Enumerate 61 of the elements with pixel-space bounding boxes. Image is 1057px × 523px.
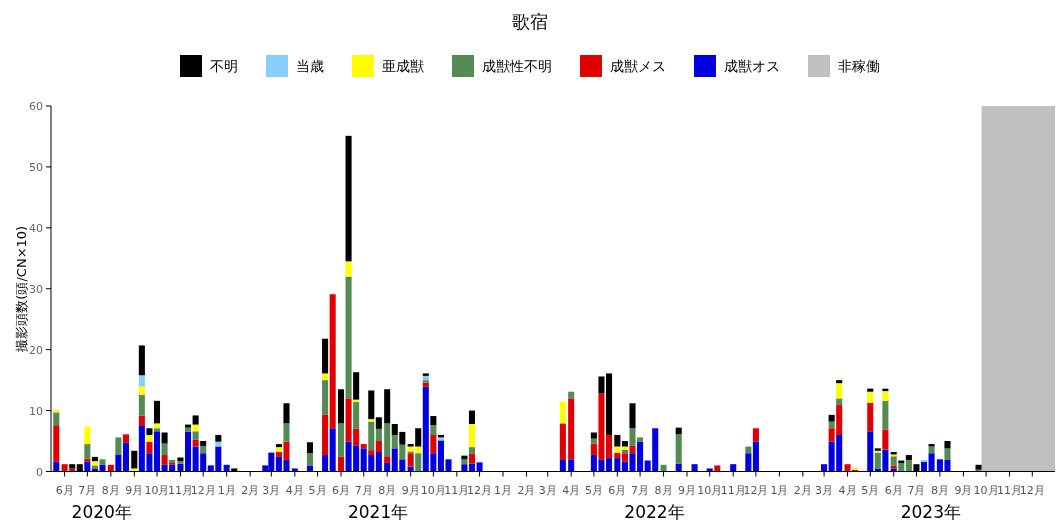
x-tick-label: 9月 bbox=[678, 483, 697, 497]
x-tick-label: 10月 bbox=[697, 483, 723, 497]
y-tick-label: 50 bbox=[29, 160, 43, 174]
x-tick-label: 8月 bbox=[101, 483, 120, 497]
x-tick-label: 8月 bbox=[930, 483, 949, 497]
legend-label: 非稼働 bbox=[838, 58, 880, 74]
x-tick-label: 12月 bbox=[190, 483, 216, 497]
x-tick-label: 6月 bbox=[884, 483, 903, 497]
y-tick-label: 20 bbox=[29, 343, 43, 357]
legend-label: 亜成獣 bbox=[382, 58, 424, 74]
x-tick-label: 2月 bbox=[793, 483, 812, 497]
text: 2020年 bbox=[71, 501, 132, 522]
x-tick-label: 7月 bbox=[907, 483, 926, 497]
x-tick-label: 5月 bbox=[584, 483, 603, 497]
x-tick-label: 9月 bbox=[125, 483, 144, 497]
x-tick-label: 3月 bbox=[538, 483, 557, 497]
x-tick-label: 11月 bbox=[167, 483, 193, 497]
legend-label: 成獣性不明 bbox=[482, 58, 552, 74]
x-tick-label: 7月 bbox=[78, 483, 97, 497]
y-tick-label: 0 bbox=[36, 465, 43, 479]
y-tick-label: 40 bbox=[29, 221, 43, 235]
x-tick-label: 3月 bbox=[262, 483, 281, 497]
chart-title: 歌宿 bbox=[512, 11, 548, 32]
text: 2022年 bbox=[624, 501, 685, 522]
x-tick-label: 9月 bbox=[401, 483, 420, 497]
legend-label: 不明 bbox=[210, 58, 238, 74]
x-tick-label: 4月 bbox=[562, 483, 581, 497]
x-tick-label: 1月 bbox=[494, 483, 513, 497]
x-tick-label: 12月 bbox=[1019, 483, 1045, 497]
text: 2021年 bbox=[347, 501, 409, 522]
x-tick-label: 11月 bbox=[720, 483, 746, 497]
x-tick-label: 12月 bbox=[743, 483, 769, 497]
y-tick-label: 30 bbox=[29, 282, 43, 296]
y-tick-label: 10 bbox=[29, 404, 43, 418]
x-tick-label: 2月 bbox=[517, 483, 536, 497]
x-tick-label: 1月 bbox=[217, 483, 236, 497]
x-tick-label: 8月 bbox=[378, 483, 397, 497]
x-tick-label: 5月 bbox=[308, 483, 327, 497]
x-tick-label: 6月 bbox=[331, 483, 350, 497]
legend-label: 当歳 bbox=[296, 58, 324, 74]
x-tick-label: 7月 bbox=[354, 483, 373, 497]
x-tick-label: 8月 bbox=[654, 483, 673, 497]
text: 2023年 bbox=[900, 501, 961, 522]
legend-label: 成獣メス bbox=[610, 58, 666, 74]
x-tick-label: 5月 bbox=[861, 483, 880, 497]
x-tick-label: 10月 bbox=[144, 483, 170, 497]
x-tick-label: 1月 bbox=[770, 483, 789, 497]
x-tick-label: 10月 bbox=[973, 483, 999, 497]
x-tick-label: 4月 bbox=[285, 483, 304, 497]
x-tick-label: 3月 bbox=[815, 483, 834, 497]
y-axis-title: 撮影頭数(頭/CN×10) bbox=[14, 225, 29, 352]
x-tick-label: 12月 bbox=[467, 483, 493, 497]
x-tick-label: 6月 bbox=[55, 483, 74, 497]
x-tick-label: 9月 bbox=[954, 483, 973, 497]
x-tick-label: 10月 bbox=[420, 483, 446, 497]
legend-label: 成獣オス bbox=[724, 58, 780, 74]
x-tick-label: 6月 bbox=[608, 483, 627, 497]
x-tick-label: 4月 bbox=[838, 483, 857, 497]
x-tick-label: 7月 bbox=[631, 483, 650, 497]
x-tick-label: 2月 bbox=[241, 483, 260, 497]
y-tick-label: 60 bbox=[29, 100, 43, 113]
